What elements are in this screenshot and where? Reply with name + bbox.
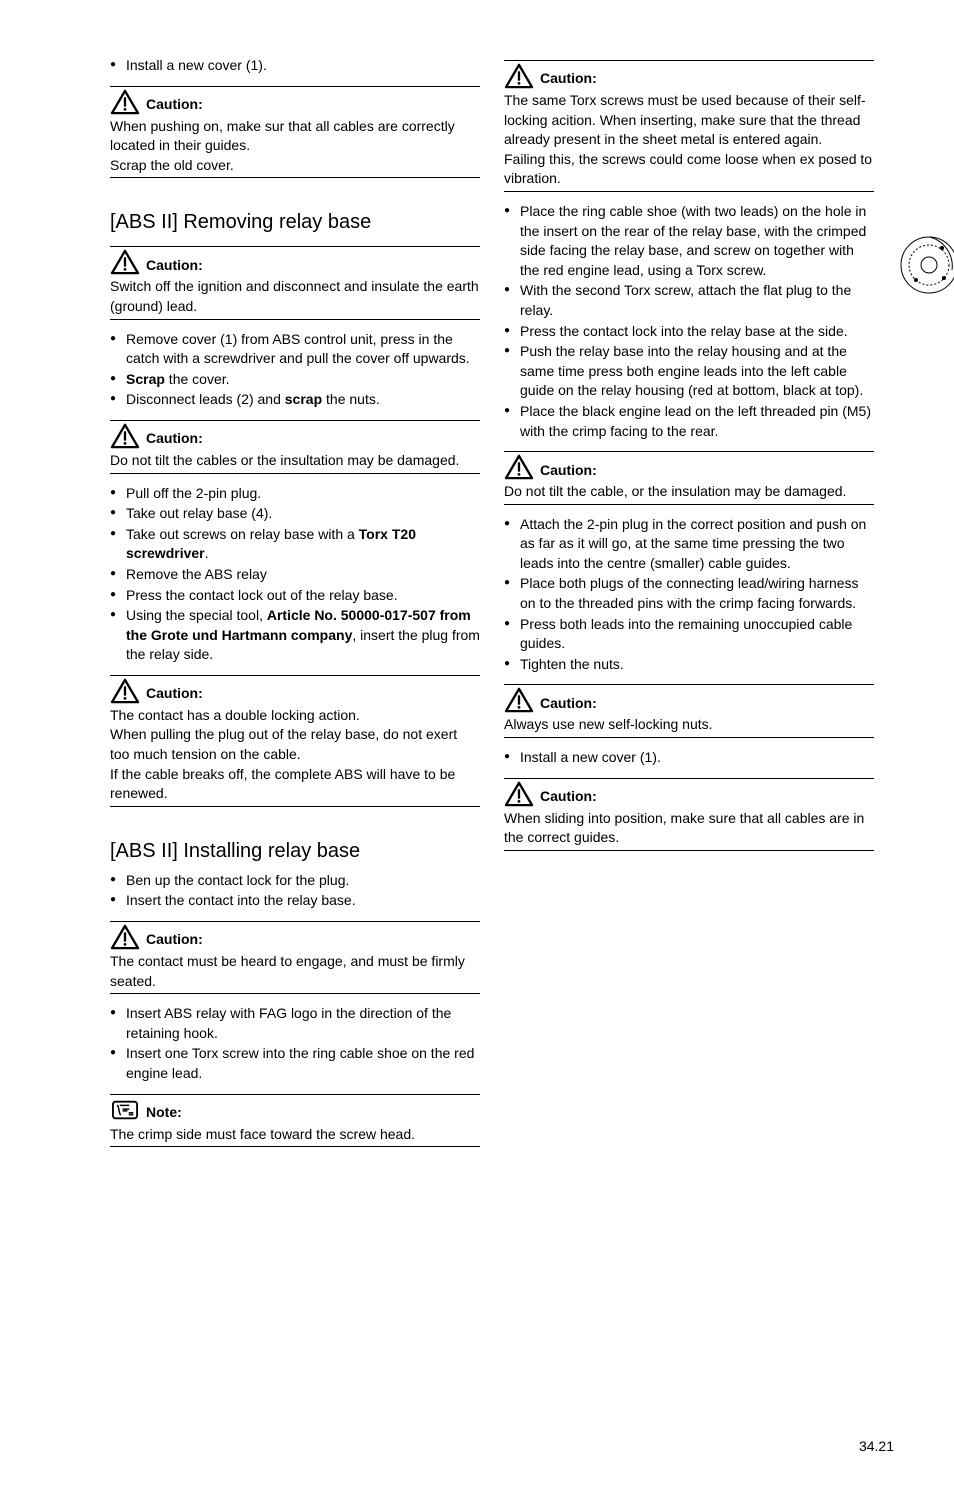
list-item: Place both plugs of the connecting lead/… xyxy=(504,574,874,613)
page-content: Install a new cover (1). Caution: When p… xyxy=(30,50,924,1157)
caution-box: Caution: When pushing on, make sur that … xyxy=(110,86,480,179)
caution-box: Caution: Switch off the ignition and dis… xyxy=(110,246,480,319)
caution-box: Caution: When sliding into position, mak… xyxy=(504,778,874,851)
caution-label: Caution: xyxy=(146,256,203,276)
list-item: Take out screws on relay base with a Tor… xyxy=(110,525,480,564)
caution-text: Do not tilt the cables or the insultatio… xyxy=(110,451,480,471)
caution-label: Caution: xyxy=(540,69,597,89)
list-item: Tighten the nuts. xyxy=(504,655,874,675)
bullet-list: Install a new cover (1). xyxy=(504,748,874,768)
list-item: Install a new cover (1). xyxy=(110,56,480,76)
bullet-list: Remove cover (1) from ABS control unit, … xyxy=(110,330,480,410)
list-item: Pull off the 2-pin plug. xyxy=(110,484,480,504)
caution-text: The contact must be heard to engage, and… xyxy=(110,952,480,991)
caution-text: The contact has a double locking action.… xyxy=(110,706,480,804)
list-item: Install a new cover (1). xyxy=(504,748,874,768)
section-heading: [ABS II] Removing relay base xyxy=(110,208,480,236)
caution-icon xyxy=(504,687,534,713)
caution-label: Caution: xyxy=(146,930,203,950)
caution-icon xyxy=(504,454,534,480)
list-item: With the second Torx screw, attach the f… xyxy=(504,281,874,320)
list-item: Place the black engine lead on the left … xyxy=(504,402,874,441)
section-heading: [ABS II] Installing relay base xyxy=(110,837,480,865)
note-icon xyxy=(110,1097,140,1123)
caution-icon xyxy=(110,249,140,275)
list-item: Push the relay base into the relay housi… xyxy=(504,342,874,401)
note-text: The crimp side must face toward the scre… xyxy=(110,1125,480,1145)
list-item: Press both leads into the remaining unoc… xyxy=(504,615,874,654)
caution-icon xyxy=(504,781,534,807)
list-item: Insert one Torx screw into the ring cabl… xyxy=(110,1044,480,1083)
list-item: Remove cover (1) from ABS control unit, … xyxy=(110,330,480,369)
caution-box: Caution: Do not tilt the cable, or the i… xyxy=(504,451,874,505)
caution-box: Caution: The contact has a double lockin… xyxy=(110,675,480,807)
caution-icon xyxy=(110,89,140,115)
caution-text: The same Torx screws must be used becaus… xyxy=(504,91,874,189)
caution-box: Caution: The same Torx screws must be us… xyxy=(504,60,874,192)
caution-box: Caution: Do not tilt the cables or the i… xyxy=(110,420,480,474)
note-box: Note: The crimp side must face toward th… xyxy=(110,1094,480,1148)
bullet-list: Place the ring cable shoe (with two lead… xyxy=(504,202,874,441)
caution-label: Caution: xyxy=(540,787,597,807)
caution-text: Switch off the ignition and disconnect a… xyxy=(110,277,480,316)
caution-text: When pushing on, make sur that all cable… xyxy=(110,117,480,176)
bullet-list: Ben up the contact lock for the plug.Ins… xyxy=(110,871,480,911)
caution-icon xyxy=(504,63,534,89)
list-item: Remove the ABS relay xyxy=(110,565,480,585)
bullet-list: Install a new cover (1). xyxy=(110,56,480,76)
caution-label: Caution: xyxy=(540,694,597,714)
caution-text: When sliding into position, make sure th… xyxy=(504,809,874,848)
list-item: Insert ABS relay with FAG logo in the di… xyxy=(110,1004,480,1043)
list-item: Disconnect leads (2) and scrap the nuts. xyxy=(110,390,480,410)
caution-text: Do not tilt the cable, or the insulation… xyxy=(504,482,874,502)
bullet-list: Insert ABS relay with FAG logo in the di… xyxy=(110,1004,480,1083)
list-item: Attach the 2-pin plug in the correct pos… xyxy=(504,515,874,574)
caution-box: Caution: Always use new self-locking nut… xyxy=(504,684,874,738)
caution-text: Always use new self-locking nuts. xyxy=(504,715,874,735)
list-item: Using the special tool, Article No. 5000… xyxy=(110,606,480,665)
caution-box: Caution: The contact must be heard to en… xyxy=(110,921,480,994)
list-item: Ben up the contact lock for the plug. xyxy=(110,871,480,891)
bullet-list: Attach the 2-pin plug in the correct pos… xyxy=(504,515,874,675)
caution-icon xyxy=(110,423,140,449)
note-label: Note: xyxy=(146,1103,182,1123)
page-number: 34.21 xyxy=(30,1437,924,1457)
caution-label: Caution: xyxy=(146,95,203,115)
caution-label: Caution: xyxy=(540,461,597,481)
list-item: Place the ring cable shoe (with two lead… xyxy=(504,202,874,280)
right-column: Caution: The same Torx screws must be us… xyxy=(504,50,874,1157)
list-item: Scrap the cover. xyxy=(110,370,480,390)
bullet-list: Pull off the 2-pin plug.Take out relay b… xyxy=(110,484,480,665)
caution-icon xyxy=(110,678,140,704)
list-item: Insert the contact into the relay base. xyxy=(110,891,480,911)
margin-illustration xyxy=(894,230,954,300)
caution-label: Caution: xyxy=(146,429,203,449)
caution-label: Caution: xyxy=(146,684,203,704)
list-item: Press the contact lock into the relay ba… xyxy=(504,322,874,342)
list-item: Take out relay base (4). xyxy=(110,504,480,524)
caution-icon xyxy=(110,924,140,950)
left-column: Install a new cover (1). Caution: When p… xyxy=(110,50,480,1157)
list-item: Press the contact lock out of the relay … xyxy=(110,586,480,606)
